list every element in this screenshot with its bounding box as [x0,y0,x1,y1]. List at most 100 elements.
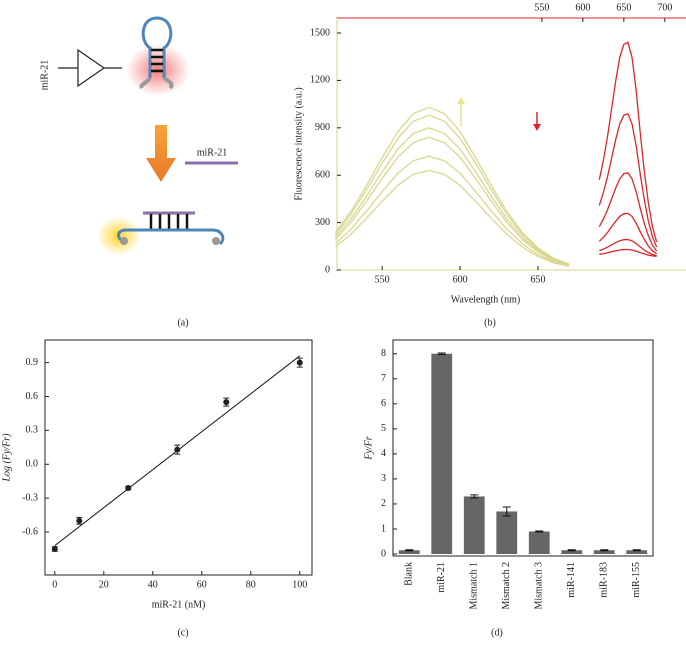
hairpin-probe [141,16,173,78]
error-bar [535,530,544,533]
y-tick-label: 1 [381,523,386,534]
bar [593,550,615,554]
plot-frame [44,339,313,576]
y-tick-label: 1500 [310,27,330,38]
error-bar [470,494,479,499]
data-point [125,485,132,492]
data-point [51,546,58,553]
panel-label: (d) [491,627,503,638]
y-tick-label: 0.0 [26,459,39,470]
data-point [174,446,181,453]
x-tick-label: 20 [99,579,109,590]
x-tick-label: miR-21 [436,562,447,593]
y-tick-label: -0.3 [22,492,38,503]
y-tick-label: -0.6 [22,526,38,537]
data-point [76,517,83,524]
data-point [223,399,230,406]
x-tick-label: 650 [530,274,545,285]
x-tick-label: 550 [534,2,549,13]
bar [398,550,420,554]
y-axis-label: Fy/Fr [363,436,374,460]
y-tick-label: 4 [381,448,386,459]
panel-label: (c) [177,627,188,638]
x-axis-label: Wavelength (nm) [451,294,520,305]
x-tick-label: Mismatch 3 [534,562,545,610]
x-tick-label: 700 [657,2,672,13]
x-tick-label: miR-141 [566,562,577,598]
error-bar [600,549,609,552]
bar [528,531,550,554]
y-tick-label: 0 [381,548,386,559]
spectrum-line [599,238,657,257]
x-tick-label: 600 [575,2,590,13]
amplifier-symbol [77,48,106,88]
data-point [296,359,303,366]
x-tick-label: miR-155 [631,562,642,598]
plot-frame [392,339,654,557]
y-tick-label: 5 [381,423,386,434]
x-tick-label: 60 [197,579,207,590]
x-tick-label: Mismatch 1 [469,562,480,610]
error-bar [437,352,446,356]
y-axis-label: Fluorescence intensity (a.u.) [293,87,304,200]
spectrum-line [598,212,657,255]
x-tick-label: miR-183 [599,562,610,598]
y-tick-label: 0 [325,264,330,275]
error-bar [567,549,576,552]
bar [463,496,485,554]
bar [431,353,453,554]
y-tick-label: 900 [315,122,330,133]
error-bar [502,506,511,517]
y-tick-label: 3 [381,473,386,484]
panel-label: (b) [484,317,496,328]
y-tick-label: 2 [381,498,386,509]
spectrum-line [598,172,658,252]
x-tick-label: 550 [375,274,390,285]
bar [496,511,518,554]
x-tick-label: 80 [246,579,256,590]
x-tick-label: 100 [292,579,307,590]
spectrum-line [334,169,570,268]
bar [561,550,583,554]
y-tick-label: 1200 [310,75,330,86]
x-tick-label: 0 [52,579,57,590]
y-tick-label: 600 [315,170,330,181]
spectrum-line [334,114,570,265]
probe-label: miR-21 [197,147,228,158]
y-tick-label: 300 [315,217,330,228]
plot-frame [336,17,686,271]
spectrum-line [334,155,570,267]
spectrum-line [334,136,570,266]
x-tick-label: Mismatch 2 [501,562,512,610]
spectrum-line [599,248,657,258]
x-tick-label: 40 [148,579,158,590]
probe-end [162,76,174,90]
y-tick-label: 0.6 [26,391,39,402]
error-bar [632,549,641,552]
x-tick-label: Blank [404,562,415,586]
y-axis-label: Log (Fy/Fr) [1,433,12,483]
target-label: miR-21 [39,60,50,91]
trend-arrows [457,97,541,131]
x-axis-label: miR-21 (nM) [152,599,206,610]
x-tick-label: 600 [453,274,468,285]
diagram: miR-21 miR-21 [39,16,238,256]
y-tick-label: 0.3 [26,425,39,436]
spectrum-line [334,106,570,265]
error-bar [405,549,414,552]
y-tick-label: 6 [381,398,386,409]
x-tick-label: 650 [616,2,631,13]
probe-end [120,237,128,245]
panel-label: (a) [177,317,188,328]
bar [626,550,648,554]
y-tick-label: 7 [381,373,386,384]
spectrum-line [334,127,570,266]
open-probe [117,228,225,246]
probe-end [212,237,220,245]
spectrum-line [598,41,658,243]
duplex-bonds [149,214,189,229]
probe-end [139,76,152,89]
arrow [146,125,176,182]
spectrum-line [598,112,658,248]
